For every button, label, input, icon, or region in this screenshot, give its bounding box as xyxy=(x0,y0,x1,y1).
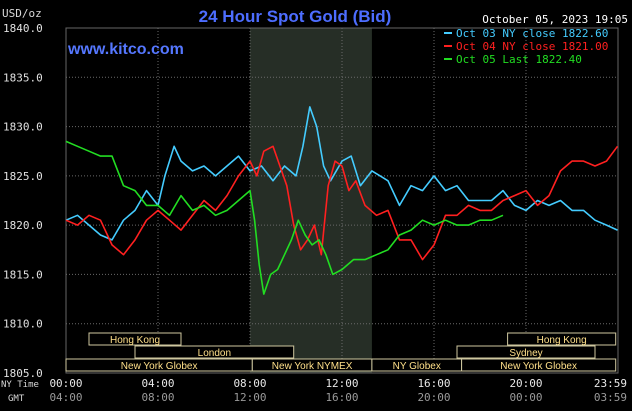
session-box xyxy=(134,345,295,359)
grid-lines xyxy=(66,28,618,373)
session-box xyxy=(461,358,617,372)
series-line-3 xyxy=(65,140,504,295)
x-tick-label-gmt: 08:00 xyxy=(141,391,174,404)
x-tick-label-gmt: 20:00 xyxy=(417,391,450,404)
y-tick-label: 1835.0 xyxy=(3,71,43,84)
session-label: NY Globex xyxy=(393,361,441,372)
session-box xyxy=(507,332,617,346)
x-tick-label-gmt: 12:00 xyxy=(233,391,266,404)
session-label: New York NYMEX xyxy=(272,361,353,372)
x-tick-label-gmt: 16:00 xyxy=(325,391,358,404)
x-tick-label-gmt: 00:00 xyxy=(509,391,542,404)
market-sessions: Hong Kong Hong Kong London Sydney New York G… xyxy=(65,332,617,372)
session-label: Hong Kong xyxy=(110,335,160,346)
x-tick-label-ny: 08:00 xyxy=(233,377,266,390)
session-box xyxy=(456,345,596,359)
session-box xyxy=(88,332,182,346)
legend-entry: Oct 05 Last 1822.40 xyxy=(456,53,582,66)
session-label: Hong Kong xyxy=(537,335,587,346)
x-tick-label-ny: 12:00 xyxy=(325,377,358,390)
plot-frame xyxy=(65,27,619,374)
y-tick-label: 1815.0 xyxy=(3,268,43,281)
x-tick-label-gmt: 04:00 xyxy=(49,391,82,404)
chart-title: 24 Hour Spot Gold (Bid) xyxy=(199,7,392,26)
x-tick-label-gmt: 03:59 xyxy=(594,391,627,404)
series-lines xyxy=(65,106,619,295)
x-axis-ny-time-label: NY Time xyxy=(1,380,39,390)
chart-timestamp: October 05, 2023 19:05 xyxy=(482,13,628,26)
shaded-trading-period xyxy=(250,28,372,373)
y-tick-label: 1825.0 xyxy=(3,170,43,183)
x-tick-label-ny: 04:00 xyxy=(141,377,174,390)
y-tick-label: 1805.0 xyxy=(3,367,43,380)
x-axis: NY Time GMT 00:0004:0004:0008:0008:0012:… xyxy=(1,377,627,404)
y-unit-label: USD/oz xyxy=(2,7,42,20)
kitco-watermark: www.kitco.com xyxy=(67,41,184,58)
y-axis: 1840.0 1835.0 1830.0 1825.0 1820.0 1815.0 1810… xyxy=(3,22,43,380)
x-tick-label-ny: 16:00 xyxy=(417,377,450,390)
y-tick-label: 1820.0 xyxy=(3,219,43,232)
legend-entry: Oct 03 NY close 1822.60 xyxy=(456,27,608,40)
x-axis-gmt-label: GMT xyxy=(8,394,25,404)
x-tick-label-ny: 23:59 xyxy=(594,377,627,390)
y-tick-label: 1840.0 xyxy=(3,22,43,35)
session-label: London xyxy=(198,348,231,359)
series-line-2 xyxy=(65,145,619,261)
x-tick-label-ny: 20:00 xyxy=(509,377,542,390)
y-tick-label: 1810.0 xyxy=(3,318,43,331)
series-line-1 xyxy=(65,106,618,241)
legend-entry: Oct 04 NY close 1821.00 xyxy=(456,40,608,53)
y-tick-label: 1830.0 xyxy=(3,121,43,134)
session-label: New York Globex xyxy=(121,361,198,372)
session-label: Sydney xyxy=(509,348,542,359)
x-tick-label-ny: 00:00 xyxy=(49,377,82,390)
session-label: New York Globex xyxy=(500,361,577,372)
plot-area: www.kitco.com Hong Kong Hong Kong London Sy… xyxy=(65,27,619,374)
